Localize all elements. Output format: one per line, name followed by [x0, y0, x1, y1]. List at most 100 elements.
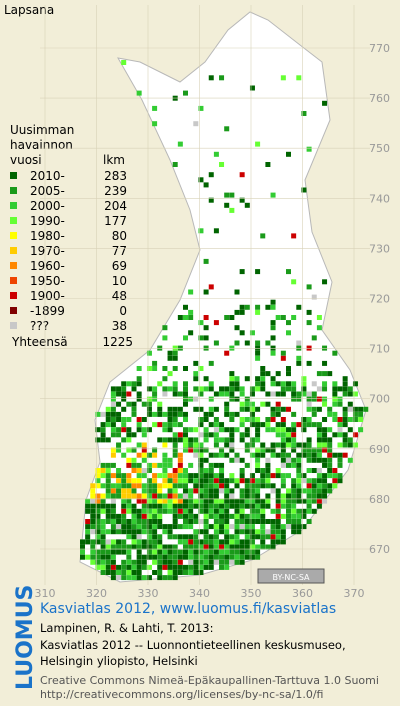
observation-square	[177, 483, 183, 489]
observation-square	[90, 549, 96, 555]
observation-square	[121, 488, 127, 494]
legend-count: 204	[104, 199, 127, 213]
observation-square	[95, 524, 101, 530]
observation-square	[291, 432, 297, 438]
observation-square	[224, 350, 230, 356]
observation-square	[327, 442, 333, 448]
observation-square	[100, 554, 106, 560]
observation-square	[219, 427, 225, 433]
observation-square	[270, 452, 276, 458]
observation-square	[183, 498, 188, 504]
legend-count: 10	[112, 274, 127, 288]
observation-square	[146, 493, 152, 499]
observation-square	[136, 427, 142, 433]
observation-square	[136, 559, 142, 565]
observation-square	[121, 473, 127, 479]
observation-square	[322, 396, 328, 402]
observation-square	[146, 564, 152, 570]
observation-square	[358, 406, 364, 412]
observation-square	[260, 513, 266, 519]
observation-square	[244, 376, 250, 382]
observation-square	[244, 462, 250, 468]
observation-square	[249, 437, 255, 443]
observation-square	[90, 498, 96, 504]
observation-square	[203, 411, 209, 417]
observation-square	[100, 519, 106, 524]
observation-square	[131, 564, 137, 570]
observation-square	[332, 478, 338, 484]
observation-square	[152, 524, 158, 530]
observation-square	[110, 452, 116, 458]
observation-square	[249, 493, 255, 499]
observation-square	[208, 452, 214, 458]
observation-square	[239, 554, 245, 560]
observation-square	[172, 452, 178, 458]
observation-square	[239, 401, 245, 407]
observation-square	[224, 315, 230, 320]
observation-square	[141, 493, 147, 499]
observation-square	[193, 483, 199, 489]
observation-square	[100, 549, 106, 555]
observation-square	[131, 503, 137, 509]
observation-square	[95, 473, 101, 479]
observation-square	[347, 437, 353, 443]
observation-square	[332, 411, 338, 417]
observation-square	[141, 559, 147, 565]
observation-square	[234, 411, 240, 417]
observation-square	[116, 473, 122, 479]
observation-square	[126, 575, 132, 581]
observation-square	[131, 519, 137, 524]
observation-square	[116, 529, 122, 535]
observation-square	[296, 75, 302, 81]
observation-square	[234, 559, 240, 565]
observation-square	[275, 381, 281, 387]
observation-square	[229, 493, 235, 499]
observation-square	[291, 437, 297, 443]
observation-square	[152, 478, 158, 484]
observation-square	[296, 391, 302, 397]
observation-square	[177, 554, 183, 560]
observation-square	[311, 422, 317, 428]
observation-square	[105, 473, 111, 479]
observation-square	[146, 498, 152, 504]
observation-square	[286, 493, 291, 499]
observation-square	[239, 513, 245, 519]
observation-square	[229, 376, 235, 382]
observation-square	[121, 406, 127, 412]
observation-square	[286, 432, 291, 438]
observation-square	[280, 406, 286, 412]
observation-square	[316, 442, 322, 448]
observation-square	[306, 417, 312, 422]
observation-square	[126, 503, 132, 509]
observation-square	[260, 544, 266, 550]
observation-square	[280, 447, 286, 453]
observation-square	[162, 422, 168, 428]
observation-square	[316, 406, 322, 412]
observation-square	[193, 121, 199, 127]
footer-link[interactable]: Kasviatlas 2012, www.luomus.fi/kasviatla…	[40, 601, 336, 617]
observation-square	[255, 269, 261, 275]
observation-square	[136, 570, 142, 575]
observation-square	[95, 554, 101, 560]
observation-square	[270, 345, 276, 351]
observation-square	[141, 503, 147, 509]
observation-square	[239, 269, 245, 275]
observation-square	[286, 513, 291, 519]
observation-square	[193, 503, 199, 509]
observation-square	[203, 524, 209, 530]
observation-square	[110, 564, 116, 570]
observation-square	[116, 478, 122, 484]
observation-square	[121, 60, 127, 65]
observation-square	[198, 457, 204, 463]
observation-square	[229, 457, 235, 463]
observation-square	[249, 478, 255, 484]
observation-square	[286, 503, 291, 509]
observation-square	[213, 559, 219, 565]
observation-square	[229, 447, 235, 453]
observation-square	[311, 493, 317, 499]
observation-square	[152, 534, 158, 540]
observation-square	[193, 437, 199, 443]
observation-square	[116, 488, 122, 494]
observation-square	[188, 493, 194, 499]
observation-square	[270, 304, 276, 310]
